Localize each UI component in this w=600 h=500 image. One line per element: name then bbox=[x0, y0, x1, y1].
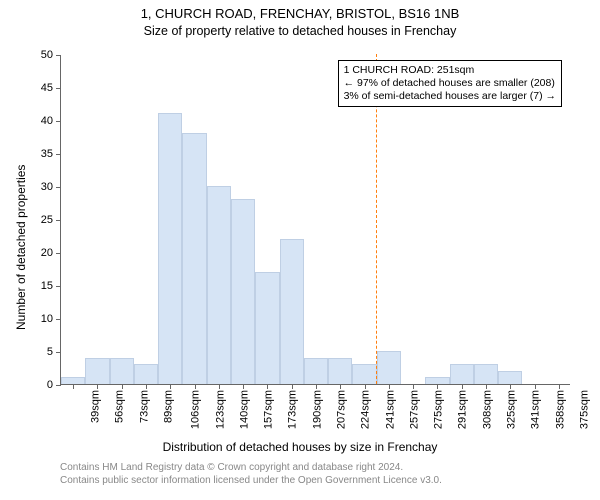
x-tick bbox=[365, 384, 366, 389]
x-tick bbox=[340, 384, 341, 389]
histogram-bar bbox=[280, 239, 304, 384]
y-tick-label: 30 bbox=[41, 181, 53, 193]
x-tick-label: 123sqm bbox=[214, 390, 226, 429]
x-tick-label: 140sqm bbox=[238, 390, 250, 429]
x-axis-label: Distribution of detached houses by size … bbox=[0, 440, 600, 454]
histogram-bar bbox=[304, 358, 328, 384]
x-tick-label: 275sqm bbox=[433, 390, 445, 429]
histogram-bar bbox=[110, 358, 134, 384]
histogram-bar bbox=[158, 113, 182, 384]
y-tick-label: 0 bbox=[47, 379, 53, 391]
x-tick bbox=[97, 384, 98, 389]
x-tick-label: 190sqm bbox=[311, 390, 323, 429]
y-tick-label: 20 bbox=[41, 247, 53, 259]
x-tick bbox=[316, 384, 317, 389]
annotation-line: 1 CHURCH ROAD: 251sqm bbox=[344, 64, 556, 77]
histogram-bar bbox=[182, 133, 206, 384]
y-tick bbox=[56, 253, 61, 254]
y-tick-label: 15 bbox=[41, 280, 53, 292]
y-axis-label: Number of detached properties bbox=[14, 165, 28, 330]
x-tick bbox=[486, 384, 487, 389]
x-tick bbox=[146, 384, 147, 389]
x-tick bbox=[437, 384, 438, 389]
annotation-box: 1 CHURCH ROAD: 251sqm← 97% of detached h… bbox=[338, 60, 562, 107]
chart-title-line1: 1, CHURCH ROAD, FRENCHAY, BRISTOL, BS16 … bbox=[0, 6, 600, 21]
x-tick-label: 173sqm bbox=[287, 390, 299, 429]
x-tick-label: 39sqm bbox=[90, 390, 102, 423]
x-tick-label: 257sqm bbox=[408, 390, 420, 429]
histogram-bar bbox=[328, 358, 352, 384]
x-tick bbox=[292, 384, 293, 389]
histogram-bar bbox=[352, 364, 376, 384]
histogram-bar bbox=[377, 351, 401, 384]
y-tick-label: 5 bbox=[47, 346, 53, 358]
y-tick-label: 10 bbox=[41, 313, 53, 325]
histogram-bar bbox=[207, 186, 231, 384]
y-tick-label: 40 bbox=[41, 115, 53, 127]
x-tick-label: 157sqm bbox=[263, 390, 275, 429]
y-tick bbox=[56, 55, 61, 56]
y-tick bbox=[56, 220, 61, 221]
annotation-line: 3% of semi-detached houses are larger (7… bbox=[344, 90, 556, 103]
y-tick bbox=[56, 385, 61, 386]
x-tick-label: 56sqm bbox=[114, 390, 126, 423]
y-tick-label: 25 bbox=[41, 214, 53, 226]
x-tick bbox=[462, 384, 463, 389]
y-tick bbox=[56, 154, 61, 155]
x-tick-label: 89sqm bbox=[163, 390, 175, 423]
y-tick-label: 45 bbox=[41, 82, 53, 94]
x-tick bbox=[122, 384, 123, 389]
footer-line-1: Contains HM Land Registry data © Crown c… bbox=[60, 462, 442, 475]
x-tick bbox=[389, 384, 390, 389]
x-tick-label: 325sqm bbox=[506, 390, 518, 429]
y-tick bbox=[56, 88, 61, 89]
x-tick-label: 291sqm bbox=[457, 390, 469, 429]
x-tick-label: 341sqm bbox=[530, 390, 542, 429]
x-tick bbox=[413, 384, 414, 389]
y-tick-label: 35 bbox=[41, 148, 53, 160]
histogram-bar bbox=[231, 199, 255, 384]
x-tick bbox=[195, 384, 196, 389]
x-tick bbox=[535, 384, 536, 389]
x-tick-label: 241sqm bbox=[384, 390, 396, 429]
x-tick bbox=[559, 384, 560, 389]
y-tick bbox=[56, 319, 61, 320]
y-tick bbox=[56, 352, 61, 353]
chart-title-line2: Size of property relative to detached ho… bbox=[0, 24, 600, 38]
x-tick bbox=[267, 384, 268, 389]
x-tick-label: 106sqm bbox=[190, 390, 202, 429]
annotation-line: ← 97% of detached houses are smaller (20… bbox=[344, 77, 556, 90]
y-tick bbox=[56, 187, 61, 188]
histogram-bar bbox=[450, 364, 474, 384]
x-tick-label: 207sqm bbox=[336, 390, 348, 429]
histogram-bar bbox=[61, 377, 85, 384]
y-tick bbox=[56, 286, 61, 287]
histogram-bar bbox=[85, 358, 109, 384]
x-tick-label: 375sqm bbox=[578, 390, 590, 429]
x-tick-label: 358sqm bbox=[554, 390, 566, 429]
histogram-bar bbox=[255, 272, 279, 384]
y-tick bbox=[56, 121, 61, 122]
x-tick bbox=[510, 384, 511, 389]
chart-plot-area: 0510152025303540455039sqm56sqm73sqm89sqm… bbox=[60, 55, 570, 385]
x-tick bbox=[219, 384, 220, 389]
x-tick bbox=[243, 384, 244, 389]
x-tick-label: 224sqm bbox=[360, 390, 372, 429]
y-tick-label: 50 bbox=[41, 49, 53, 61]
x-tick-label: 308sqm bbox=[481, 390, 493, 429]
histogram-bar bbox=[425, 377, 449, 384]
histogram-bar bbox=[474, 364, 498, 384]
footer-line-2: Contains public sector information licen… bbox=[60, 475, 442, 488]
x-tick-label: 73sqm bbox=[138, 390, 150, 423]
x-tick bbox=[170, 384, 171, 389]
histogram-bar bbox=[498, 371, 522, 384]
histogram-bar bbox=[134, 364, 158, 384]
x-tick bbox=[73, 384, 74, 389]
